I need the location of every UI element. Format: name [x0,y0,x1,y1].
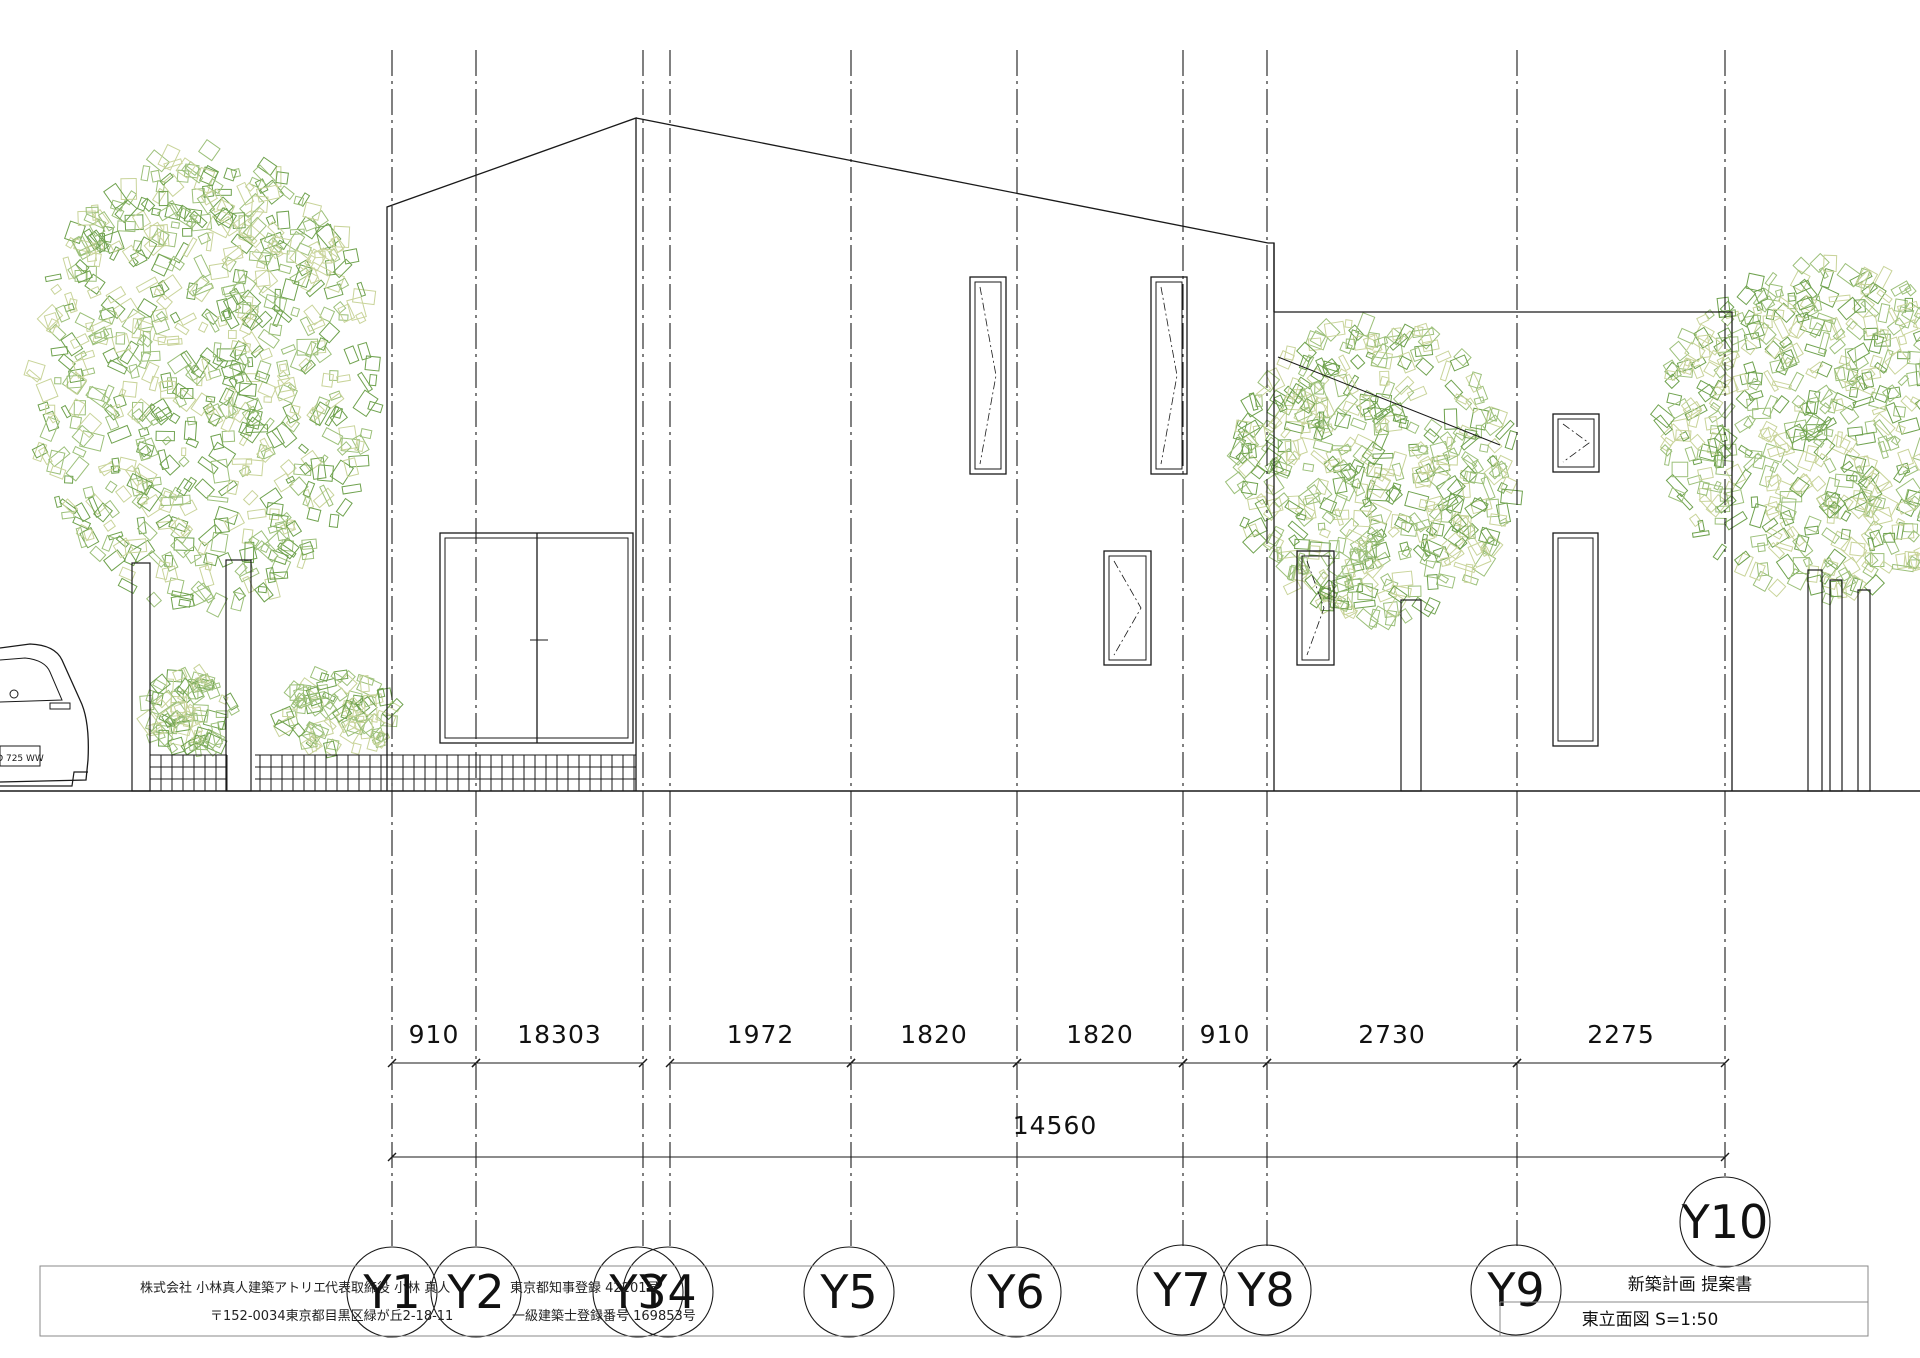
window-1-outer [969,276,1007,475]
dimension-segment-tick [1262,1058,1272,1068]
window-4-inner [1301,555,1330,661]
company-name: 株式会社 小林真人建築アトリエ [140,1280,326,1296]
dimension-label-5: 1820 [1066,1020,1134,1049]
dimension-label-1: 910 [409,1020,460,1049]
window-2-outer [1150,276,1188,475]
parked-car: D 725 WW [0,643,89,787]
dimension-segment-tick [1012,1058,1022,1068]
car-bumper [0,771,88,787]
sheet-title: 東立面図 S=1:50 [1582,1310,1719,1330]
dimension-total-tick [387,1152,397,1162]
rear-roof-line [1277,356,1501,446]
project-title: 新築計画 提案書 [1628,1275,1752,1295]
dimension-label-8: 2275 [1587,1020,1655,1049]
dimension-lines: 910 18303 1972 1820 1820 910 2730 2275 14560 [387,1020,1730,1162]
window-3-outer [1103,550,1152,666]
window-1-inner [974,281,1002,470]
grid-bubble-y3 [592,1246,684,1338]
dimension-segment-tick [1720,1058,1730,1068]
tree-right-trunk-1 [1807,569,1823,792]
window-5-outer [1552,413,1600,473]
car-plate-text: D 725 WW [0,754,44,764]
car-light [9,689,19,699]
building-elevation: D 725 WW [0,117,1920,792]
representative: 代表取締役 小林 真人 [325,1280,450,1296]
grid-bubble-y9 [1470,1244,1562,1336]
tree-middle-crown [1224,312,1524,631]
dimension-segment-tick [1512,1058,1522,1068]
rear-door-inner [1557,537,1594,742]
dimension-segment-tick [471,1058,481,1068]
dimension-total-label: 14560 [1013,1111,1098,1140]
grid-label-y5: Y5 [819,1265,877,1319]
grid-bubble-y1 [346,1246,438,1338]
window-5-inner [1557,418,1595,468]
grid-bubble-y2 [430,1246,522,1338]
window-5-opening-mark [1562,423,1590,463]
dimension-label-4: 1820 [900,1020,968,1049]
title-block-frame [39,1265,1869,1337]
grid-label-y9: Y9 [1486,1263,1544,1317]
grid-bubble-y5 [803,1246,895,1338]
window-2-opening-mark [1160,286,1178,465]
car-plate [0,745,41,767]
grid-label-y2: Y2 [446,1265,504,1319]
grid-label-y7: Y7 [1152,1263,1210,1317]
office-address: 〒152-0034東京都目黒区緑が丘2-18-11 [210,1308,453,1324]
tree-right-trunk-3 [1857,589,1871,792]
dimension-segment-tick [665,1058,675,1068]
grid-label-y6: Y6 [986,1265,1044,1319]
dimension-label-7: 2730 [1358,1020,1426,1049]
car-window [0,657,63,703]
grid-bubble-y8 [1220,1244,1312,1336]
dimension-total-tick [1720,1152,1730,1162]
main-volume-outline [635,117,1275,791]
dimension-segment-tick [387,1058,397,1068]
grid-label-y4: Y4 [638,1265,696,1319]
shrub-center [270,665,404,759]
grid-bubble-y4 [622,1246,714,1338]
window-2-inner [1155,281,1183,470]
rear-door-outer [1552,532,1599,747]
tokyo-registration: 東京都知事登録 42201号 [510,1280,660,1296]
rear-volume-outline [1274,311,1733,791]
dimension-label-2: 18303 [517,1020,602,1049]
car-badge [49,702,71,710]
tree-foliage [23,139,1920,759]
window-3-inner [1108,555,1147,661]
tree-right-crown [1649,252,1920,606]
window-3-opening-mark [1113,560,1142,656]
grid-label-y3: Y3 [608,1265,666,1319]
grid-bubble-y7 [1136,1244,1228,1336]
lattice-fence [149,754,636,792]
architect-registration: 一級建築士登録番号 169853号 [512,1309,696,1324]
gate-post [131,562,151,792]
grid-label-y10: Y10 [1681,1195,1769,1249]
grid-bubble-y10 [1679,1176,1771,1268]
shrub-left [136,663,240,758]
tree-middle-trunk [1400,599,1422,792]
tree-right-trunk-2 [1829,579,1843,792]
tree-left-trunk [225,559,252,792]
window-1-opening-mark [979,286,997,465]
car-body [0,643,89,783]
window-4-outer [1296,550,1335,666]
tree-left-crown [23,139,384,618]
left-volume-outline [386,117,637,791]
dimension-label-6: 910 [1200,1020,1251,1049]
dimension-segment-tick [1178,1058,1188,1068]
dimension-label-3: 1972 [727,1020,795,1049]
grid-label-y8: Y8 [1236,1263,1294,1317]
dimension-segment-tick [638,1058,648,1068]
grid-bubble-y6 [970,1246,1062,1338]
dimension-segment-tick [846,1058,856,1068]
window-4-opening-mark [1306,560,1325,656]
grid-label-y1: Y1 [362,1265,420,1319]
